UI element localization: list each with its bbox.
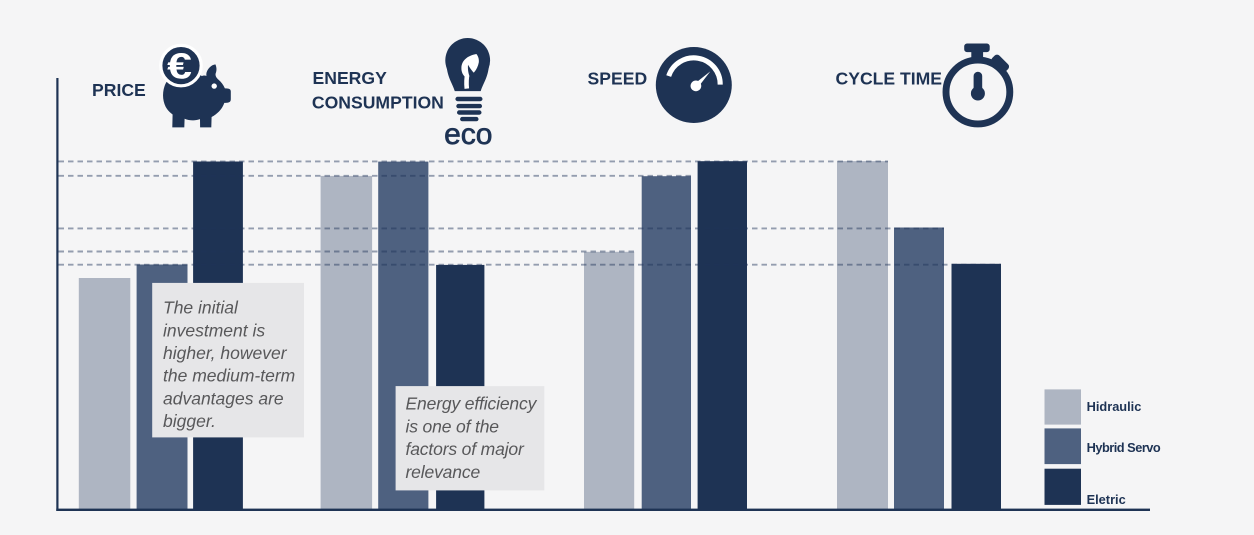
svg-text:advantages are: advantages are: [163, 388, 284, 408]
svg-text:ENERGY: ENERGY: [313, 68, 388, 88]
svg-text:is one of the: is one of the: [406, 416, 500, 436]
svg-text:Eletric: Eletric: [1087, 492, 1126, 507]
svg-text:Energy efficiency: Energy efficiency: [406, 394, 538, 414]
svg-text:Hidraulic: Hidraulic: [1087, 399, 1142, 414]
svg-text:investment is: investment is: [163, 320, 265, 340]
svg-text:CONSUMPTION: CONSUMPTION: [312, 92, 444, 112]
svg-text:SPEED: SPEED: [588, 69, 648, 89]
svg-text:relevance: relevance: [406, 462, 481, 482]
svg-text:CYCLE TIME: CYCLE TIME: [836, 69, 943, 89]
svg-text:higher, however: higher, however: [163, 343, 288, 363]
svg-text:PRICE: PRICE: [92, 80, 146, 100]
svg-text:eco: eco: [444, 118, 492, 151]
svg-text:The initial: The initial: [163, 298, 239, 318]
svg-text:Hybrid Servo: Hybrid Servo: [1087, 440, 1161, 455]
svg-text:factors of major: factors of major: [406, 439, 526, 459]
svg-text:bigger.: bigger.: [163, 411, 216, 431]
svg-text:€: €: [167, 46, 192, 87]
svg-text:the medium-term: the medium-term: [163, 366, 295, 386]
